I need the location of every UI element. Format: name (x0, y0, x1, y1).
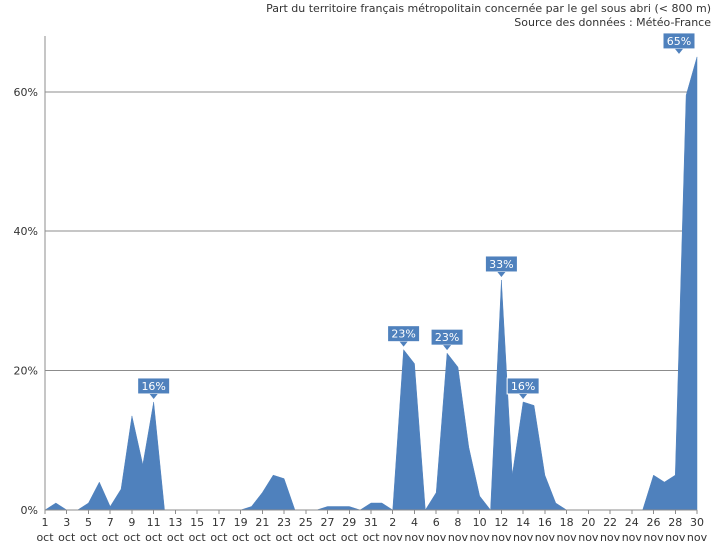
axes (44, 36, 697, 511)
x-tick-day: 2 (389, 516, 396, 529)
x-tick-day: 11 (147, 516, 161, 529)
x-tick-day: 9 (128, 516, 135, 529)
x-tick-day: 25 (299, 516, 313, 529)
data-area (44, 56, 698, 511)
data-label-pointer (519, 393, 528, 399)
x-tick-month: oct (254, 531, 272, 544)
y-tick-label: 20% (14, 365, 38, 378)
data-label-text: 16% (141, 380, 165, 393)
x-tick-month: nov (470, 531, 491, 544)
x-tick-day: 13 (168, 516, 182, 529)
x-tick-day: 21 (255, 516, 269, 529)
data-label-text: 16% (511, 380, 535, 393)
chart-title: Part du territoire français métropolitai… (266, 2, 711, 15)
x-tick-month: oct (167, 531, 185, 544)
x-tick-month: oct (80, 531, 98, 544)
data-label-pointer (149, 393, 158, 399)
x-tick-month: nov (665, 531, 686, 544)
y-tick-label: 40% (14, 225, 38, 238)
x-tick-month: oct (36, 531, 54, 544)
x-tick-month: nov (426, 531, 447, 544)
x-tick-day: 6 (433, 516, 440, 529)
x-tick-day: 22 (603, 516, 617, 529)
data-label-text: 33% (489, 258, 513, 271)
grid-lines (45, 91, 697, 372)
data-label: 16% (506, 377, 540, 399)
x-tick-month: oct (232, 531, 250, 544)
x-tick-month: oct (276, 531, 294, 544)
x-tick-day: 15 (190, 516, 204, 529)
x-tick-day: 16 (538, 516, 552, 529)
data-label-text: 23% (435, 331, 459, 344)
x-tick-day: 30 (690, 516, 704, 529)
x-tick-month: oct (102, 531, 120, 544)
x-tick-month: nov (535, 531, 556, 544)
x-tick-month: nov (600, 531, 621, 544)
x-tick-day: 10 (473, 516, 487, 529)
x-tick-month: oct (362, 531, 380, 544)
x-tick-month: nov (643, 531, 664, 544)
x-tick-month: oct (210, 531, 228, 544)
x-tick-month: oct (319, 531, 337, 544)
x-tick-month: nov (556, 531, 577, 544)
x-tick-day: 8 (454, 516, 461, 529)
data-label: 23% (387, 325, 421, 347)
x-tick-day: 23 (277, 516, 291, 529)
data-label-pointer (497, 271, 506, 277)
data-label: 16% (137, 377, 171, 399)
x-tick-month: nov (578, 531, 599, 544)
y-tick-label: 0% (21, 504, 38, 517)
x-tick-day: 7 (107, 516, 114, 529)
x-tick-day: 24 (625, 516, 639, 529)
x-tick-month: nov (491, 531, 512, 544)
x-tick-month: nov (687, 531, 708, 544)
x-tick-day: 5 (85, 516, 92, 529)
x-tick-day: 20 (581, 516, 595, 529)
x-tick-month: oct (341, 531, 359, 544)
data-label-pointer (675, 48, 683, 54)
data-labels: 16% 23% 23% 33% 16% 65% (137, 32, 696, 399)
data-label-text: 65% (667, 35, 691, 48)
data-label-pointer (443, 345, 452, 351)
x-tick-day: 27 (321, 516, 335, 529)
x-tick-day: 31 (364, 516, 378, 529)
x-tick-month: nov (448, 531, 469, 544)
data-label-text: 23% (391, 328, 415, 341)
data-label: 33% (484, 255, 518, 277)
x-tick-month: oct (123, 531, 141, 544)
data-label-pointer (399, 341, 408, 347)
x-tick-day: 1 (42, 516, 49, 529)
x-tick-day: 26 (647, 516, 661, 529)
x-tick-day: 19 (234, 516, 248, 529)
frost-series-area (44, 56, 698, 511)
x-axis-ticks: 1 oct 3 oct 5 oct 7 oct 9 oct 11 oct 13 oct 15 oct 17 oct… (36, 510, 708, 544)
x-tick-day: 12 (494, 516, 508, 529)
chart-source: Source des données : Météo-France (514, 16, 711, 29)
y-tick-label: 60% (14, 86, 38, 99)
x-tick-month: nov (513, 531, 534, 544)
x-tick-day: 18 (560, 516, 574, 529)
chart-header: Part du territoire français métropolitai… (266, 2, 711, 30)
x-tick-month: oct (145, 531, 163, 544)
data-label: 23% (430, 328, 464, 351)
y-axis-ticks: 0% 20% 40% 60% (14, 86, 38, 517)
x-tick-day: 4 (411, 516, 418, 529)
x-tick-month: oct (189, 531, 207, 544)
x-tick-day: 14 (516, 516, 530, 529)
x-tick-day: 29 (342, 516, 356, 529)
x-tick-day: 17 (212, 516, 226, 529)
x-tick-day: 3 (63, 516, 70, 529)
x-tick-month: nov (404, 531, 425, 544)
data-label: 65% (662, 32, 696, 54)
x-tick-month: oct (58, 531, 76, 544)
x-tick-month: oct (297, 531, 315, 544)
x-tick-day: 28 (668, 516, 682, 529)
x-tick-month: nov (383, 531, 404, 544)
x-tick-month: nov (622, 531, 643, 544)
